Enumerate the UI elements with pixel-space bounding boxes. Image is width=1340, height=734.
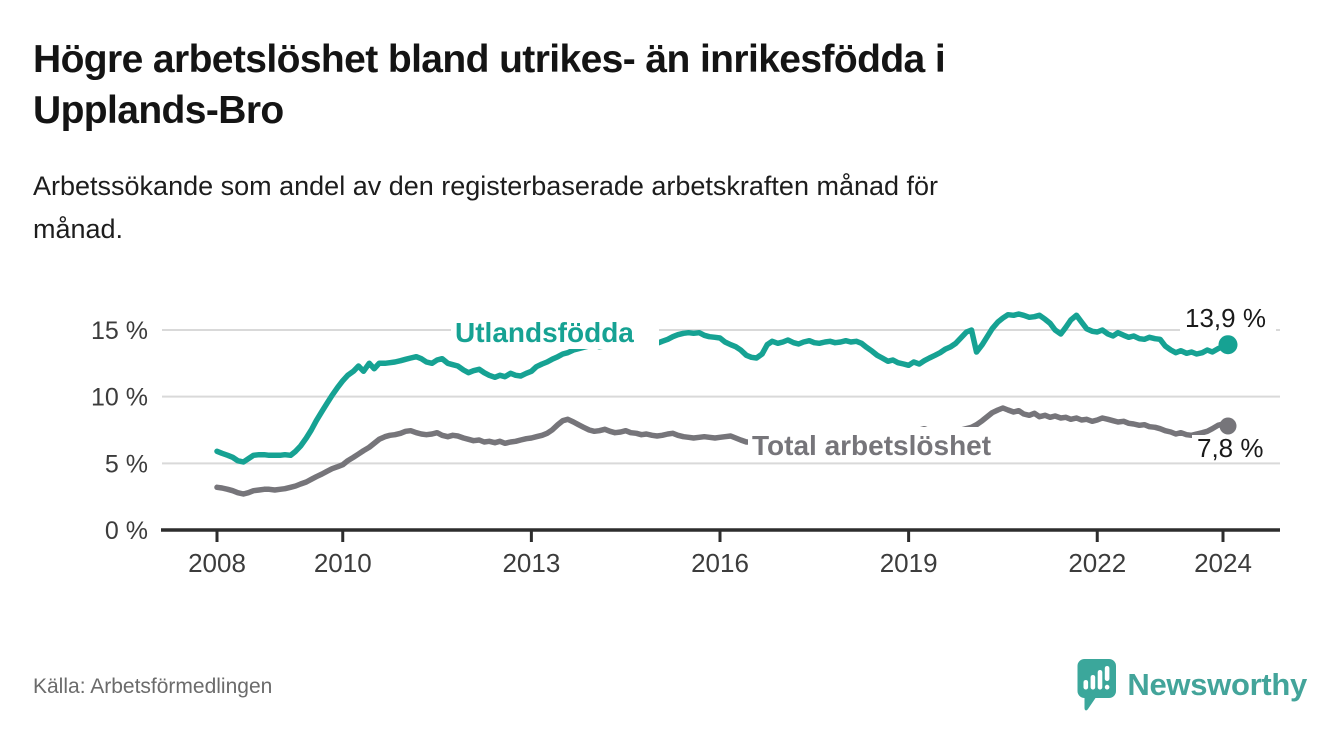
page-title-line2: Upplands-Bro <box>33 89 284 132</box>
series-line-utlandsfodda <box>214 311 1231 465</box>
y-tick-label: 10 % <box>91 384 148 412</box>
end-dot-utlandsfodda <box>1218 335 1238 355</box>
y-tick-label: 5 % <box>105 450 148 478</box>
page-title: Högre arbetslöshet bland utrikes- än inr… <box>33 34 1313 136</box>
y-axis-labels: 0 % 5 % 10 % 15 % <box>91 317 148 545</box>
x-tick-label: 2024 <box>1194 548 1252 578</box>
x-tick-label: 2008 <box>188 548 246 578</box>
source-note: Källa: Arbetsförmedlingen <box>33 675 273 698</box>
series-label-utlandsfodda: Utlandsfödda <box>455 317 634 348</box>
line-chart: Utlandsfödda Total arbetslöshet 13,9 % 7… <box>0 250 1340 590</box>
page-title-line1: Högre arbetslöshet bland utrikes- än inr… <box>33 38 946 81</box>
brand-logo: Newsworthy <box>1076 656 1307 714</box>
label-mask-end-value-total <box>1192 435 1272 462</box>
label-mask-utlandsfodda <box>451 307 659 349</box>
x-axis-ticks <box>215 530 1225 542</box>
y-tick-label: 15 % <box>91 317 148 345</box>
end-value-label-total-arbetsloshet: 7,8 % <box>1197 433 1264 463</box>
x-tick-label: 2013 <box>502 548 560 578</box>
end-dot-total-arbetsloshet <box>1219 417 1237 435</box>
end-value-label-utlandsfodda: 13,9 % <box>1185 303 1266 333</box>
chart-subtitle-line1: Arbetssökande som andel av den registerb… <box>33 171 939 201</box>
x-axis-labels: 2008 2010 2013 2016 2019 2022 2024 <box>188 548 1252 578</box>
series-label-total-arbetsloshet: Total arbetslöshet <box>752 430 991 461</box>
chart-subtitle: Arbetssökande som andel av den registerb… <box>33 165 1313 251</box>
y-tick-label: 0 % <box>105 517 148 545</box>
x-tick-label: 2022 <box>1068 548 1126 578</box>
brand-wordmark: Newsworthy <box>1127 667 1307 702</box>
label-mask-end-value-utlandsfodda <box>1180 301 1276 333</box>
x-tick-label: 2019 <box>880 548 938 578</box>
chart-subtitle-line2: månad. <box>33 214 124 244</box>
series-line-total-arbetsloshet <box>214 405 1231 497</box>
x-tick-label: 2010 <box>314 548 372 578</box>
newsworthy-speech-bubble-bar-chart-icon <box>1077 658 1117 710</box>
x-tick-label: 2016 <box>691 548 749 578</box>
label-mask-total <box>748 427 1032 462</box>
chart-canvas: Utlandsfödda Total arbetslöshet 13,9 % 7… <box>91 301 1280 578</box>
